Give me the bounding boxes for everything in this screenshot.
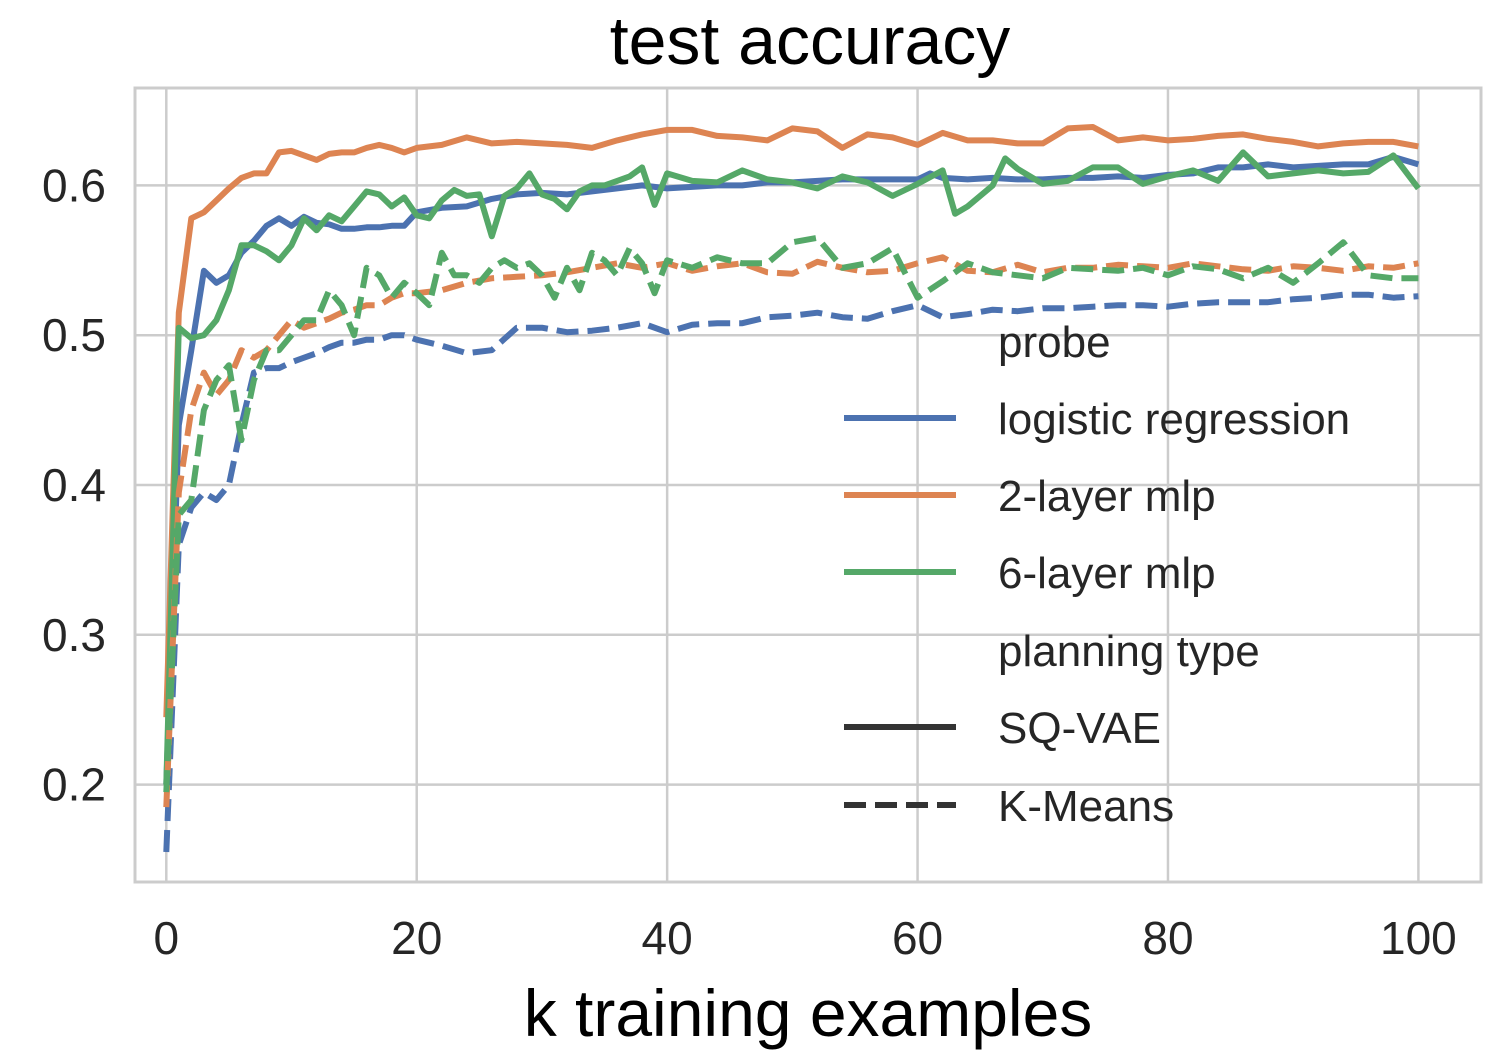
x-tick-label-60: 60 xyxy=(892,912,943,964)
y-tick-label-0.6: 0.6 xyxy=(42,159,106,211)
x-tick-label-40: 40 xyxy=(642,912,693,964)
legend-label-6-layer-mlp: 6-layer mlp xyxy=(998,549,1216,598)
x-tick-label-0: 0 xyxy=(154,912,180,964)
series-line-6-layer-mlp-sq-vae xyxy=(163,149,1421,785)
legend-planning-header: planning type xyxy=(998,627,1260,676)
y-tick-label-0.2: 0.2 xyxy=(42,759,106,811)
legend: probe logistic regression 2-layer mlp 6-… xyxy=(844,318,1350,831)
series-layer xyxy=(163,124,1421,853)
x-axis-label: k training examples xyxy=(524,976,1093,1050)
series-line-2-layer-mlp-sq-vae xyxy=(163,124,1419,718)
series-line-6-layer-mlp-k-means xyxy=(163,234,1419,793)
x-axis-ticks: 0 20 40 60 80 100 xyxy=(154,912,1457,964)
x-tick-label-80: 80 xyxy=(1142,912,1193,964)
grid xyxy=(135,88,1481,882)
y-tick-label-0.3: 0.3 xyxy=(42,609,106,661)
chart-title: test accuracy xyxy=(610,3,1011,79)
series-line-logistic-regression-sq-vae xyxy=(163,153,1420,785)
y-axis-ticks: 0.2 0.3 0.4 0.5 0.6 xyxy=(42,159,106,810)
legend-probe-header: probe xyxy=(998,318,1111,367)
legend-label-2-layer-mlp: 2-layer mlp xyxy=(998,472,1216,521)
legend-label-logistic-regression: logistic regression xyxy=(998,395,1350,444)
plot-frame xyxy=(133,86,1483,884)
y-tick-label-0.4: 0.4 xyxy=(42,459,106,511)
legend-label-sq-vae: SQ-VAE xyxy=(998,704,1161,753)
series-line-logistic-regression-k-means xyxy=(163,291,1419,853)
x-tick-label-100: 100 xyxy=(1380,912,1457,964)
y-tick-label-0.5: 0.5 xyxy=(42,309,106,361)
x-tick-label-20: 20 xyxy=(391,912,442,964)
legend-label-k-means: K-Means xyxy=(998,782,1174,831)
